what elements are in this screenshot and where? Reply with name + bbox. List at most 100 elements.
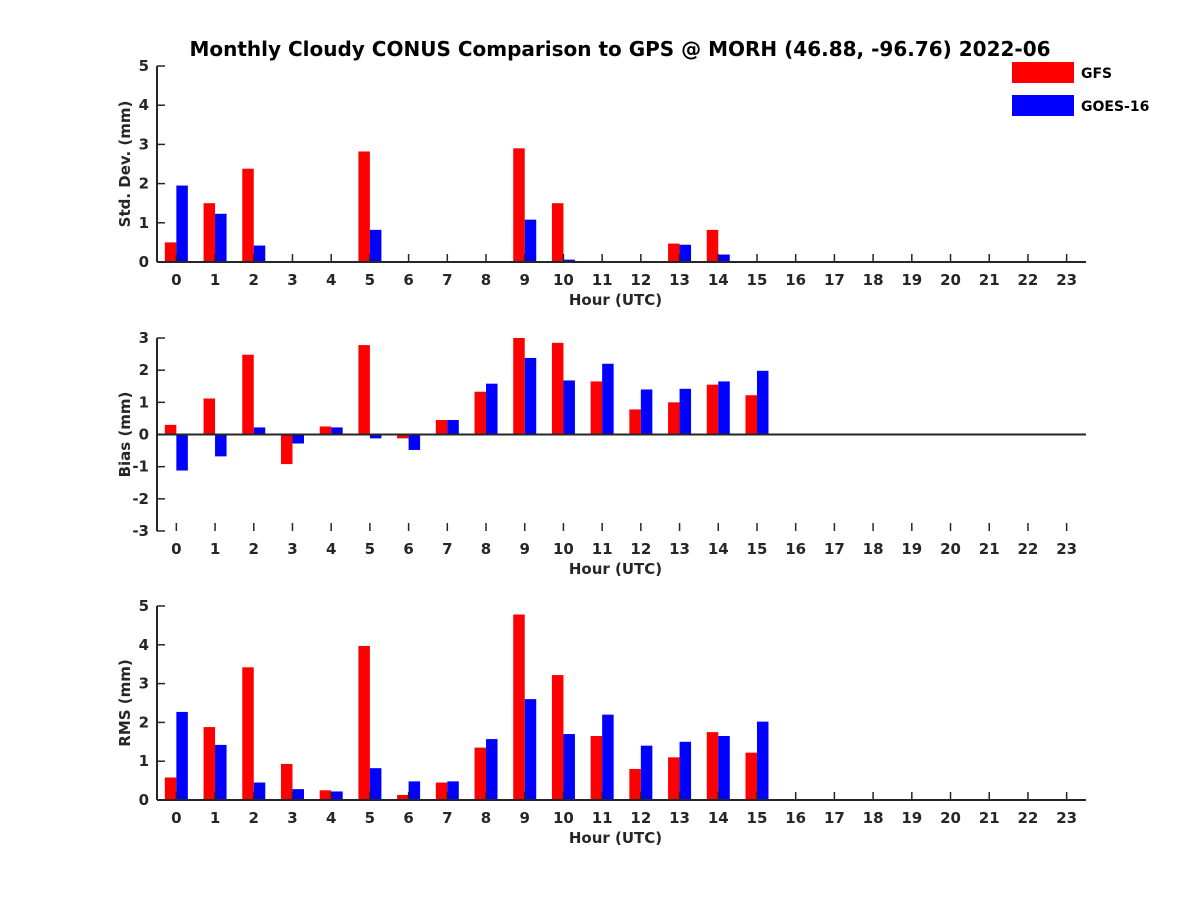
bias-x-tick-label: 22	[1018, 540, 1039, 558]
bias-x-tick-label: 18	[863, 540, 884, 558]
rms-bar-goes16-hour-11	[602, 714, 614, 800]
bias-y-tick-label: 1	[139, 393, 149, 411]
std-dev-bar-gfs-hour-5	[358, 151, 370, 262]
rms-bar-gfs-hour-0	[164, 777, 177, 800]
bias-x-tick-label: 5	[365, 540, 375, 558]
bias-bar-goes16-hour-0	[176, 434, 188, 471]
std-dev-x-tick-label: 1	[210, 271, 220, 289]
rms-bar-gfs-hour-1	[203, 727, 216, 800]
rms-x-tick-label: 14	[708, 809, 729, 827]
bias-y-tick-label: 2	[139, 361, 149, 379]
bias-x-tick-label: 23	[1056, 540, 1077, 558]
bias-x-tick-label: 7	[442, 540, 452, 558]
bias-bar-goes16-hour-1	[215, 434, 227, 457]
bias-bar-goes16-hour-15	[756, 370, 769, 435]
bias-bar-gfs-hour-4	[319, 426, 332, 435]
figure-title: Monthly Cloudy CONUS Comparison to GPS @…	[189, 37, 1050, 61]
std-dev-y-tick-label: 2	[139, 175, 149, 193]
std-dev-y-tick-label: 5	[139, 57, 149, 75]
rms-bar-goes16-hour-15	[756, 721, 769, 800]
std-dev-x-tick-label: 12	[630, 271, 651, 289]
bias-bar-gfs-hour-11	[590, 381, 603, 435]
bias-bar-gfs-hour-10	[551, 342, 564, 435]
bias-bar-goes16-hour-10	[563, 380, 575, 435]
std-dev-x-tick-label: 19	[901, 271, 922, 289]
std-dev-bar-gfs-hour-9	[513, 148, 525, 262]
bias-x-tick-label: 16	[785, 540, 806, 558]
rms-x-tick-label: 3	[287, 809, 297, 827]
rms-bar-gfs-hour-10	[551, 675, 564, 800]
bias-bar-goes16-hour-4	[331, 427, 343, 435]
std-dev-x-tick-label: 13	[669, 271, 690, 289]
std-dev-y-tick-label: 0	[139, 253, 149, 271]
std-dev-bar-gfs-hour-0	[164, 242, 177, 262]
std-dev-y-tick-label: 4	[139, 96, 149, 114]
std-dev-x-tick-label: 7	[442, 271, 452, 289]
rms-x-tick-label: 9	[520, 809, 530, 827]
bias-x-axis-label: Hour (UTC)	[569, 560, 662, 578]
std-dev-x-tick-label: 15	[747, 271, 768, 289]
std-dev-x-tick-label: 21	[979, 271, 1000, 289]
bias-bar-gfs-hour-12	[629, 409, 641, 435]
bias-x-tick-label: 17	[824, 540, 845, 558]
bias-x-tick-label: 12	[630, 540, 651, 558]
rms-y-axis-label: RMS (mm)	[116, 659, 134, 746]
rms-bar-gfs-hour-15	[745, 752, 757, 800]
rms-bar-goes16-hour-10	[563, 734, 575, 800]
bias-y-tick-label: -3	[132, 522, 149, 540]
legend-label-gfs: GFS	[1081, 66, 1112, 82]
std-dev-y-axis-label: Std. Dev. (mm)	[116, 101, 134, 228]
std-dev-bar-goes16-hour-10	[563, 259, 575, 262]
rms-x-tick-label: 10	[553, 809, 574, 827]
rms-x-tick-label: 19	[901, 809, 922, 827]
rms-bar-gfs-hour-6	[397, 794, 409, 800]
std-dev-bar-gfs-hour-1	[203, 203, 216, 262]
legend-swatch-goes16	[1012, 95, 1074, 116]
std-dev-x-tick-label: 10	[553, 271, 574, 289]
bias-bar-goes16-hour-5	[369, 434, 382, 439]
std-dev-x-tick-label: 8	[481, 271, 491, 289]
bias-bar-gfs-hour-9	[513, 338, 525, 435]
rms-x-tick-label: 23	[1056, 809, 1077, 827]
std-dev-x-tick-label: 22	[1018, 271, 1039, 289]
rms-x-tick-label: 21	[979, 809, 1000, 827]
bias-bar-gfs-hour-1	[203, 398, 216, 435]
std-dev-x-tick-label: 14	[708, 271, 729, 289]
std-dev-bar-goes16-hour-13	[679, 244, 692, 262]
std-dev-bar-gfs-hour-13	[668, 243, 680, 262]
rms-bar-goes16-hour-6	[408, 781, 421, 800]
bias-bar-goes16-hour-14	[718, 381, 730, 435]
rms-bar-goes16-hour-7	[447, 781, 459, 800]
std-dev-bar-goes16-hour-9	[524, 219, 537, 262]
rms-x-tick-label: 20	[940, 809, 961, 827]
rms-y-tick-label: 4	[139, 636, 149, 654]
rms-bar-goes16-hour-13	[679, 741, 692, 800]
rms-x-tick-label: 11	[592, 809, 613, 827]
bias-y-tick-label: 3	[139, 329, 149, 347]
bias-x-tick-label: 9	[520, 540, 530, 558]
std-dev-x-tick-label: 18	[863, 271, 884, 289]
rms-x-tick-label: 0	[171, 809, 181, 827]
rms-x-tick-label: 12	[630, 809, 651, 827]
rms-bar-gfs-hour-4	[319, 790, 332, 800]
std-dev-y-tick-label: 1	[139, 214, 149, 232]
rms-bar-gfs-hour-11	[590, 735, 603, 800]
bias-x-tick-label: 3	[287, 540, 297, 558]
bias-bar-gfs-hour-7	[435, 420, 448, 435]
bias-x-tick-label: 13	[669, 540, 690, 558]
bias-x-tick-label: 1	[210, 540, 220, 558]
bias-x-tick-label: 2	[249, 540, 259, 558]
rms-bar-gfs-hour-3	[280, 763, 293, 800]
rms-bar-goes16-hour-2	[253, 782, 266, 800]
bias-x-tick-label: 6	[403, 540, 413, 558]
rms-bar-goes16-hour-5	[369, 768, 382, 800]
rms-x-tick-label: 17	[824, 809, 845, 827]
bias-x-tick-label: 8	[481, 540, 491, 558]
rms-bar-goes16-hour-3	[292, 789, 304, 800]
rms-bar-gfs-hour-12	[629, 768, 641, 800]
bias-bar-gfs-hour-15	[745, 395, 757, 435]
std-dev-bar-goes16-hour-1	[215, 213, 227, 262]
